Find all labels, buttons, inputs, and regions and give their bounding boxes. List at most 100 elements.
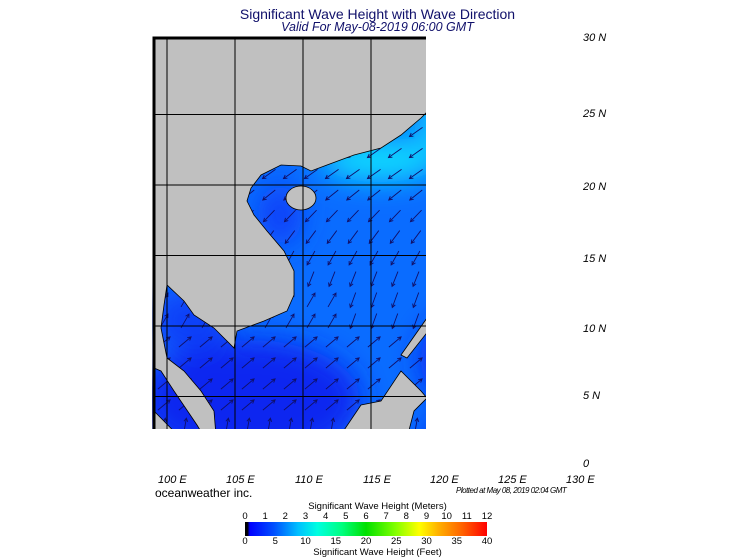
wave-arrow [346,357,360,369]
wave-arrow [414,417,420,429]
wave-arrow [555,341,571,345]
wave-arrow [513,341,529,345]
wave-arrow [304,378,318,390]
wave-arrow [327,292,337,308]
wave-arrow [555,404,571,408]
wave-arrow [430,148,443,157]
wave-arrow [513,234,528,240]
wave-arrow [518,313,524,328]
wave-arrow [492,341,508,345]
wave-arrow [325,399,339,411]
wave-arrow [555,425,571,429]
land-hainan [285,185,317,211]
wave-arrow [513,171,528,177]
wave-arrow [513,446,529,450]
wave-arrow [534,362,550,366]
wave-arrow [412,292,420,309]
wave-arrow [283,378,297,390]
wave-arrow [534,446,550,450]
lon-label-115: 115 E [363,474,391,486]
wave-arrow [199,357,213,369]
wave-arrow [288,417,294,429]
wave-arrow [303,169,318,180]
wave-arrow [492,446,508,450]
wave-arrow [246,417,252,429]
lon-label-125: 125 E [498,474,527,486]
wave-arrow [410,230,422,245]
legend-feet-title: Significant Wave Height (Feet) [313,547,442,558]
wave-arrow [283,357,297,369]
wave-arrow [492,383,508,387]
wave-arrow [497,313,503,328]
land-taiwan [442,111,466,160]
wave-arrow [450,66,465,72]
wave-arrow [184,439,188,455]
wave-arrow [450,255,465,261]
wave-arrow [471,404,487,408]
wave-arrow [409,357,423,369]
wave-arrow [471,446,487,450]
wave-arrow [471,192,486,198]
land-mindanao [474,295,527,388]
wave-arrow [348,250,358,266]
wave-arrow [163,439,167,455]
wave-arrow [534,213,549,219]
wave-arrow [534,129,549,135]
land-borneo [344,370,426,429]
wave-arrow [431,190,444,200]
feet-tick: 40 [481,536,493,547]
wave-arrow [492,213,507,219]
wave-arrow [492,425,508,429]
wave-arrow [434,313,440,328]
wave-arrow [534,87,549,93]
wave-arrow [492,234,507,240]
wave-arrow [471,425,487,429]
wave-arrow [513,362,529,366]
wave-arrow [492,171,507,177]
wave-arrow [450,213,465,219]
wave-arrow [349,271,357,288]
wave-arrow [450,108,465,114]
wave-arrow [346,399,360,411]
wave-arrow [268,439,272,455]
wave-arrow [178,336,192,348]
wave-arrow [225,417,231,429]
wave-arrow [183,417,189,429]
wave-arrow [492,45,507,51]
wave-arrow [471,171,486,177]
wave-arrow [327,250,337,266]
lon-label-120: 120 E [430,474,459,486]
lat-lon-grid [154,38,426,429]
wave-arrow [431,210,442,222]
wave-arrow [513,404,529,408]
lat-label-30: 30 N [583,32,607,44]
wave-arrow [450,383,466,387]
land-sulawesi [441,448,507,465]
wave-arrow [241,357,255,369]
wave-arrow [283,399,297,411]
wave-arrow [471,108,486,114]
wave-arrow [513,108,528,114]
wave-arrow [241,336,255,348]
land [153,37,527,465]
map-frame [152,36,426,429]
meters-tick: 2 [282,511,288,522]
wave-arrow [476,313,482,328]
wave-arrow [325,209,338,223]
wave-arrow [346,336,360,348]
wave-arrow [408,127,423,138]
wave-arrow [283,336,297,348]
land-luzon [441,210,494,298]
wave-arrow [471,66,486,72]
wave-arrow [513,383,529,387]
wave-arrow [430,169,443,178]
wave-arrow [199,378,213,390]
wave-arrow [391,271,399,288]
wave-arrow [492,192,507,198]
feet-tick: 0 [242,536,248,547]
wave-arrow [241,399,255,411]
wave-arrow [261,169,276,180]
wave-arrow [534,108,549,114]
wave-arrow [534,255,549,261]
wave-arrow [347,230,359,245]
